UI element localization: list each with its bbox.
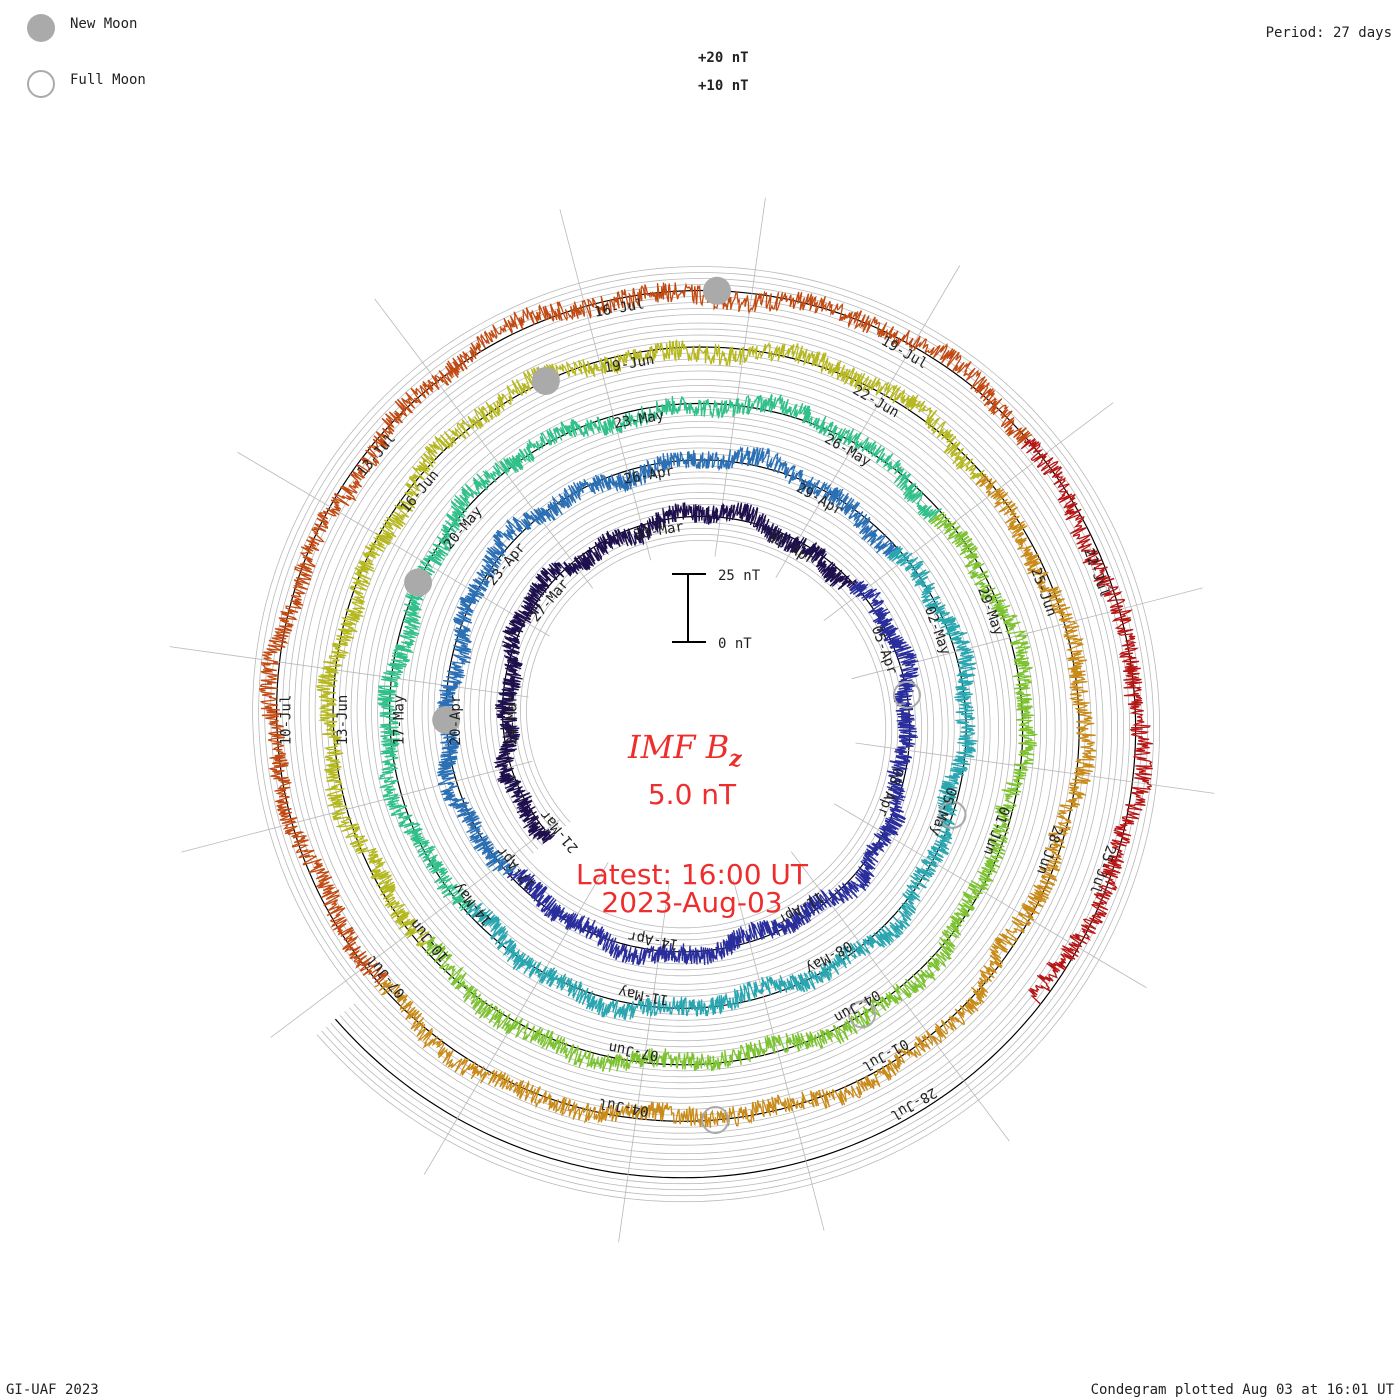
full-moon-marker bbox=[938, 800, 967, 829]
bz-trace-07-Jul-part-2 bbox=[1020, 437, 1153, 1005]
bz-trace-14-May-part-0 bbox=[377, 473, 491, 912]
new-moon-marker bbox=[531, 367, 560, 395]
grid-spiral bbox=[258, 272, 1155, 1197]
scale-bar-top-label: 25 nT bbox=[718, 568, 761, 584]
grid-spiral bbox=[294, 308, 1119, 1161]
date-label: 14-May bbox=[451, 879, 496, 928]
bz-trace-21-Mar-part-0 bbox=[493, 561, 571, 845]
date-label: 28-Jun bbox=[1033, 824, 1065, 877]
center-title: IMF Bz bbox=[627, 728, 742, 772]
period-label: Period: 27 days bbox=[1266, 25, 1392, 41]
new-moon-legend-icon bbox=[27, 14, 55, 42]
credit-label: GI-UAF 2023 bbox=[6, 1382, 99, 1398]
date-label: 16-Jul bbox=[593, 296, 646, 321]
scale-label-plus10: +10 nT bbox=[698, 78, 749, 94]
grid-spiral bbox=[300, 314, 1113, 1155]
grid-spoke bbox=[714, 197, 766, 557]
bz-trace-21-Mar-part-1 bbox=[563, 502, 858, 590]
grid-spiral bbox=[270, 284, 1143, 1185]
bz-trace-17-Apr-part-3 bbox=[465, 902, 882, 1021]
bz-trace-14-May-part-2 bbox=[910, 511, 1039, 991]
bz-trace-17-Apr-part-0 bbox=[437, 516, 532, 876]
grid-layer bbox=[169, 197, 1215, 1243]
date-label: 17-May bbox=[392, 695, 408, 746]
grid-spoke bbox=[823, 402, 1114, 622]
grid-spiral bbox=[252, 266, 1161, 1203]
date-label: 23-May bbox=[613, 407, 666, 432]
bz-trace-17-Apr-part-2 bbox=[873, 545, 978, 948]
new-moon-marker bbox=[703, 276, 731, 305]
full-moon-legend-label: Full Moon bbox=[70, 72, 146, 88]
date-label: 20-Apr bbox=[448, 695, 464, 746]
date-label: 14-Apr bbox=[627, 928, 680, 953]
bz-trace-10-Jun-part-2 bbox=[947, 473, 1097, 1031]
grid-spoke bbox=[374, 298, 594, 589]
latest-date: 2023-Aug-03 bbox=[601, 886, 782, 919]
date-label: 26-Apr bbox=[623, 463, 676, 488]
trace-layer bbox=[258, 282, 1153, 1128]
date-label: 10-Jun bbox=[407, 916, 452, 965]
latest-time: Latest: 16:00 UT bbox=[576, 858, 809, 891]
new-moon-marker bbox=[432, 706, 461, 734]
bz-trace-10-Jun-part-3 bbox=[374, 979, 950, 1128]
full-moon-marker bbox=[701, 1106, 730, 1134]
grid-spoke bbox=[169, 646, 529, 698]
date-label: 24-Mar bbox=[505, 695, 521, 746]
new-moon-legend-label: New Moon bbox=[70, 16, 137, 32]
date-label: 01-Jun bbox=[980, 804, 1012, 857]
full-moon-legend-icon bbox=[27, 70, 55, 98]
plotted-label: Condegram plotted Aug 03 at 16:01 UT bbox=[1091, 1382, 1395, 1398]
bz-trace-14-May-part-1 bbox=[482, 393, 942, 523]
grid-spoke bbox=[775, 265, 961, 579]
bz-trace-21-Mar-part-2 bbox=[834, 580, 920, 901]
grid-spoke bbox=[618, 883, 670, 1243]
grid-spoke bbox=[855, 742, 1215, 794]
full-moon-marker bbox=[893, 680, 921, 709]
bz-trace-21-Mar-part-3 bbox=[506, 869, 845, 966]
scale-bar bbox=[672, 573, 706, 643]
current-value: 5.0 nT bbox=[648, 778, 737, 811]
date-label: 10-Jul bbox=[279, 695, 295, 746]
grid-spoke bbox=[559, 209, 652, 561]
grid-spoke bbox=[270, 818, 561, 1038]
new-moon-marker bbox=[404, 568, 433, 597]
grid-spoke bbox=[237, 451, 551, 637]
date-label: 13-Jun bbox=[335, 695, 351, 746]
moon-layer bbox=[404, 276, 967, 1134]
scale-label-plus20: +20 nT bbox=[698, 50, 749, 66]
bz-trace-14-May-part-3 bbox=[424, 936, 920, 1072]
date-label: 07-Jul bbox=[364, 952, 409, 1001]
scale-bar-bottom-label: 0 nT bbox=[718, 636, 752, 652]
bz-trace-17-Apr-part-1 bbox=[522, 445, 899, 558]
full-moon-marker bbox=[848, 1000, 876, 1029]
date-label: 05-May bbox=[927, 785, 959, 838]
date-label: 11-May bbox=[617, 983, 670, 1008]
bz-trace-07-Jul-part-0 bbox=[258, 387, 422, 985]
grid-spoke bbox=[181, 760, 533, 853]
grid-spiral bbox=[264, 278, 1149, 1191]
bz-trace-10-Jun-part-0 bbox=[315, 430, 457, 948]
